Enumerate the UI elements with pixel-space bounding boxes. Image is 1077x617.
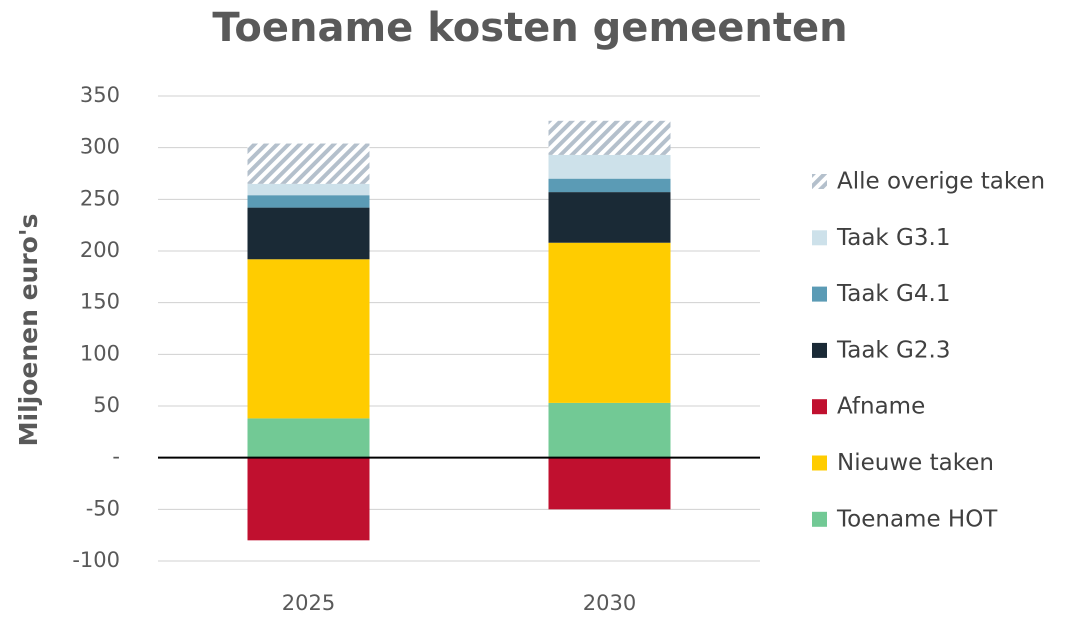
bar-segment [247,259,370,419]
bar-segment [247,183,370,196]
y-tick-label: 300 [80,135,120,159]
chart-title: Toename kosten gemeenten [212,5,847,51]
y-tick-label: 350 [80,83,120,107]
x-tick-label: 2030 [583,591,636,615]
bar-segment [247,207,370,260]
bar-segment [548,178,671,193]
bar-segment [247,143,370,184]
legend-label: Afname [837,394,925,420]
bar-segment [548,154,671,179]
y-tick-label: 100 [80,341,120,365]
bar-segment [247,457,370,541]
x-tick-label: 2025 [282,591,335,615]
y-tick-label: -100 [72,548,120,572]
y-tick-label: 200 [80,238,120,262]
y-tick-label: 50 [93,393,120,417]
bar-segment [548,192,671,243]
legend-swatch [812,399,827,415]
y-tick-label: 150 [80,290,120,314]
y-tick-label: -50 [86,496,120,520]
legend-label: Alle overige taken [837,169,1045,195]
y-axis-label: Miljoenen euro's [14,214,43,447]
bar-segment [548,120,671,155]
legend-swatch [812,511,827,527]
legend-label: Taak G3.1 [836,225,950,251]
legend-swatch [812,286,827,302]
legend-label: Taak G4.1 [836,281,950,307]
legend-swatch [812,174,827,189]
y-tick-label: 250 [80,186,120,210]
bar-segment [548,242,671,403]
legend-label: Nieuwe taken [837,450,994,476]
bar-segment [247,418,370,458]
legend-swatch [812,455,827,471]
y-tick-label: - [112,445,120,469]
bar-segment [247,195,370,208]
legend-label: Taak G2.3 [836,337,950,363]
legend-swatch [812,342,827,358]
bar-segment [548,402,671,458]
bar-segment [548,457,671,510]
legend-swatch [812,230,827,246]
legend-label: Toename HOT [836,506,998,532]
